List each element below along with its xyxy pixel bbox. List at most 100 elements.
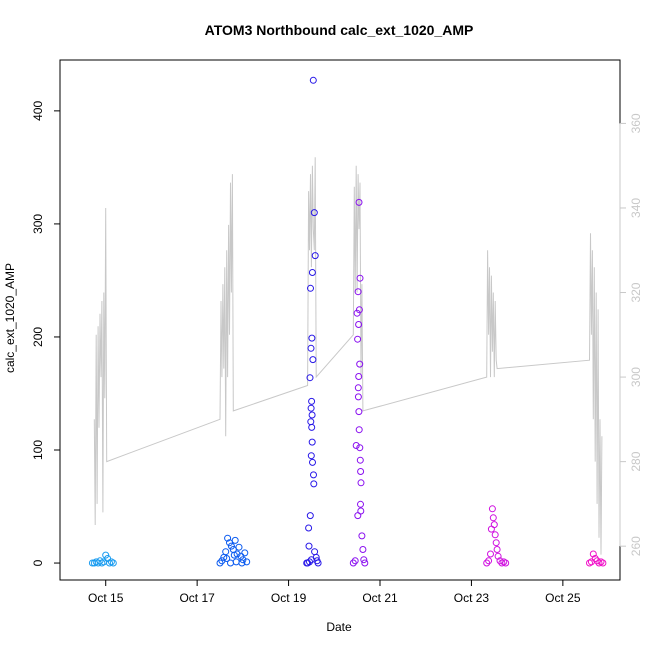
data-point bbox=[589, 550, 597, 558]
data-point bbox=[235, 543, 243, 551]
right-tick-label: 260 bbox=[629, 536, 643, 556]
x-axis-label: Date bbox=[326, 620, 352, 634]
data-point bbox=[308, 334, 316, 342]
data-point bbox=[232, 558, 240, 566]
bottom-tick-label: Oct 21 bbox=[362, 591, 398, 605]
left-tick-label: 200 bbox=[31, 327, 45, 347]
data-point bbox=[306, 512, 314, 520]
data-point bbox=[352, 442, 360, 449]
data-point bbox=[308, 438, 316, 446]
data-point bbox=[493, 546, 501, 553]
data-point bbox=[358, 532, 366, 540]
bottom-tick-label: Oct 23 bbox=[454, 591, 490, 605]
right-axis: 260 280 300 320 340 360 bbox=[619, 113, 643, 556]
data-point bbox=[354, 384, 362, 392]
right-tick-label: 360 bbox=[629, 113, 643, 133]
right-tick-label: 320 bbox=[629, 282, 643, 302]
data-point bbox=[239, 556, 247, 564]
data-point bbox=[487, 550, 494, 558]
data-point bbox=[354, 288, 362, 296]
data-point bbox=[311, 548, 319, 556]
bottom-tick-label: Oct 15 bbox=[88, 591, 124, 605]
right-tick-label: 300 bbox=[629, 367, 643, 387]
data-point bbox=[241, 549, 249, 557]
data-point bbox=[491, 531, 499, 539]
data-point bbox=[231, 536, 239, 544]
data-point bbox=[355, 306, 363, 314]
data-point bbox=[238, 559, 246, 567]
data-point bbox=[227, 542, 235, 550]
data-point bbox=[357, 468, 365, 475]
data-point bbox=[96, 557, 104, 565]
bottom-axis: Oct 15 Oct 17 Oct 19 Oct 21 Oct 23 Oct 25 bbox=[88, 579, 581, 605]
data-point bbox=[308, 269, 316, 276]
data-point bbox=[354, 512, 362, 520]
data-point bbox=[494, 552, 502, 560]
data-point bbox=[305, 524, 313, 532]
bottom-tick-label: Oct 17 bbox=[179, 591, 215, 605]
data-point bbox=[361, 559, 369, 567]
data-point bbox=[355, 426, 363, 434]
data-point bbox=[310, 471, 317, 479]
left-tick-label: 300 bbox=[31, 214, 45, 234]
data-point bbox=[359, 546, 367, 553]
data-point bbox=[311, 252, 319, 260]
data-point bbox=[230, 551, 238, 559]
data-point bbox=[483, 559, 491, 567]
data-point bbox=[355, 198, 363, 206]
data-point bbox=[222, 548, 230, 556]
left-axis: 0 100 200 300 400 bbox=[31, 101, 61, 566]
data-point bbox=[309, 458, 316, 466]
bottom-tick-label: Oct 25 bbox=[545, 591, 581, 605]
left-tick-label: 100 bbox=[31, 440, 45, 460]
scatter-points-layer bbox=[88, 76, 607, 567]
data-point bbox=[109, 559, 117, 567]
left-tick-label: 400 bbox=[31, 101, 45, 121]
data-point bbox=[351, 557, 359, 565]
data-point bbox=[360, 556, 368, 564]
data-point bbox=[310, 209, 318, 217]
bottom-tick-label: Oct 19 bbox=[271, 591, 307, 605]
right-tick-label: 340 bbox=[629, 198, 643, 218]
data-point bbox=[310, 480, 318, 488]
data-point bbox=[224, 534, 232, 542]
data-point bbox=[357, 479, 365, 487]
left-tick-label: 0 bbox=[31, 559, 45, 566]
data-point bbox=[354, 335, 362, 343]
data-point bbox=[223, 555, 231, 562]
data-point bbox=[487, 525, 495, 533]
data-point bbox=[587, 558, 595, 566]
data-point bbox=[314, 559, 322, 567]
line-series bbox=[93, 157, 603, 555]
data-point bbox=[307, 418, 315, 426]
data-point bbox=[485, 557, 493, 565]
data-point bbox=[355, 408, 363, 416]
data-point bbox=[100, 558, 108, 566]
plot-area-border bbox=[59, 59, 621, 581]
data-point bbox=[591, 555, 599, 562]
data-point bbox=[593, 557, 601, 565]
data-point bbox=[356, 456, 364, 464]
data-point bbox=[307, 284, 314, 292]
line-series-layer bbox=[93, 157, 603, 555]
data-point bbox=[355, 373, 363, 380]
data-point bbox=[309, 76, 317, 84]
data-point bbox=[599, 559, 607, 567]
data-point bbox=[308, 397, 316, 405]
data-point bbox=[243, 558, 251, 566]
data-point bbox=[308, 423, 316, 431]
data-point bbox=[357, 500, 364, 508]
data-point bbox=[305, 542, 313, 550]
data-point bbox=[356, 274, 364, 282]
data-point bbox=[307, 404, 315, 412]
right-tick-label: 280 bbox=[629, 451, 643, 471]
data-point bbox=[308, 411, 316, 419]
chart-title: ATOM3 Northbound calc_ext_1020_AMP bbox=[205, 22, 474, 38]
data-point bbox=[356, 360, 364, 368]
data-point bbox=[488, 505, 496, 513]
data-point bbox=[355, 321, 363, 328]
data-point bbox=[216, 559, 224, 567]
data-point bbox=[226, 539, 233, 547]
y-axis-label: calc_ext_1020_AMP bbox=[3, 263, 17, 373]
